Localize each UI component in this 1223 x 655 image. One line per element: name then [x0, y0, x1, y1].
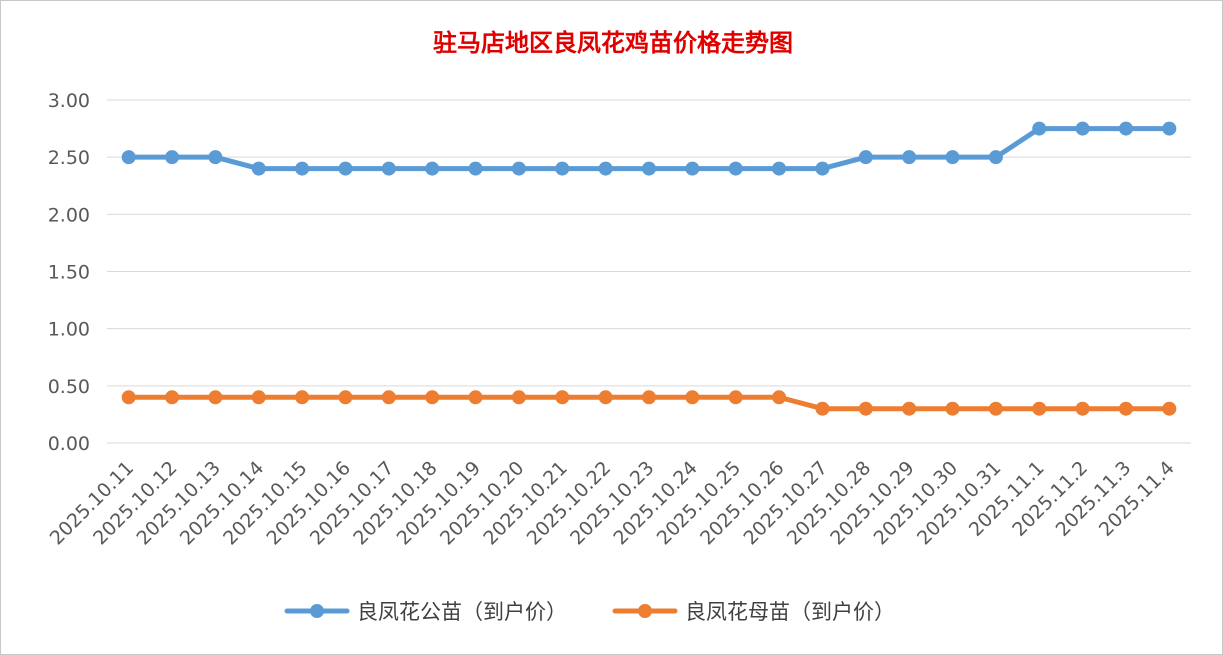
legend-dot-marker [638, 604, 652, 618]
data-point [988, 401, 1003, 416]
data-point [381, 390, 396, 405]
data-point [468, 161, 483, 176]
data-point [988, 150, 1003, 165]
data-point [121, 390, 136, 405]
data-point [1075, 401, 1090, 416]
data-point [728, 390, 743, 405]
legend-label: 良凤花公苗（到户价） [357, 600, 567, 624]
data-point [815, 161, 830, 176]
data-point [1118, 121, 1133, 136]
y-tick-label: 0.00 [48, 433, 90, 455]
data-point [772, 390, 787, 405]
data-point [208, 390, 223, 405]
data-point [642, 161, 656, 176]
data-point [858, 401, 873, 416]
data-point [425, 390, 440, 405]
chart-title: 驻马店地区良凤花鸡苗价格走势图 [433, 28, 793, 57]
data-point [511, 390, 526, 405]
data-point [555, 390, 570, 405]
data-point [685, 161, 700, 176]
data-point [425, 161, 440, 176]
legend: 良凤花公苗（到户价） 良凤花母苗（到户价） [284, 600, 895, 624]
y-tick-label: 2.00 [48, 204, 90, 226]
data-point [338, 390, 353, 405]
data-point [902, 401, 917, 416]
data-point [902, 150, 917, 165]
data-point [642, 390, 656, 405]
data-point [1032, 121, 1047, 136]
data-point [815, 401, 830, 416]
data-point [338, 161, 353, 176]
data-point [468, 390, 483, 405]
data-point [728, 161, 743, 176]
data-point [295, 161, 310, 176]
data-point [165, 390, 180, 405]
data-point [251, 390, 266, 405]
data-point [121, 150, 136, 165]
data-point [208, 150, 223, 165]
grid-lines [107, 99, 1191, 444]
y-tick-label: 1.50 [48, 262, 90, 284]
data-point [858, 150, 873, 165]
y-axis-ticks: 0.00 0.50 1.00 1.50 2.00 2.50 3.00 [48, 90, 90, 455]
legend-dot-marker [310, 604, 324, 618]
y-tick-label: 0.50 [48, 376, 90, 398]
series-2 [121, 390, 1177, 416]
x-axis-ticks: 2025.10.112025.10.122025.10.132025.10.14… [46, 457, 1179, 549]
series-layer [121, 121, 1177, 416]
data-point [1162, 121, 1177, 136]
data-point [945, 401, 960, 416]
data-point [381, 161, 396, 176]
y-tick-label: 3.00 [48, 90, 90, 112]
legend-label: 良凤花母苗（到户价） [685, 600, 895, 624]
data-point [511, 161, 526, 176]
data-point [598, 390, 613, 405]
legend-item: 良凤花母苗（到户价） [612, 600, 895, 624]
data-point [1075, 121, 1090, 136]
data-point [1032, 401, 1047, 416]
series-1 [121, 121, 1177, 176]
data-point [1162, 401, 1177, 416]
y-tick-label: 1.00 [48, 319, 90, 341]
legend-item: 良凤花公苗（到户价） [284, 600, 567, 624]
data-point [598, 161, 613, 176]
data-point [251, 161, 266, 176]
y-tick-label: 2.50 [48, 147, 90, 169]
data-point [295, 390, 310, 405]
data-point [165, 150, 180, 165]
data-point [685, 390, 700, 405]
data-point [945, 150, 960, 165]
data-point [772, 161, 787, 176]
data-point [555, 161, 570, 176]
data-point [1118, 401, 1133, 416]
